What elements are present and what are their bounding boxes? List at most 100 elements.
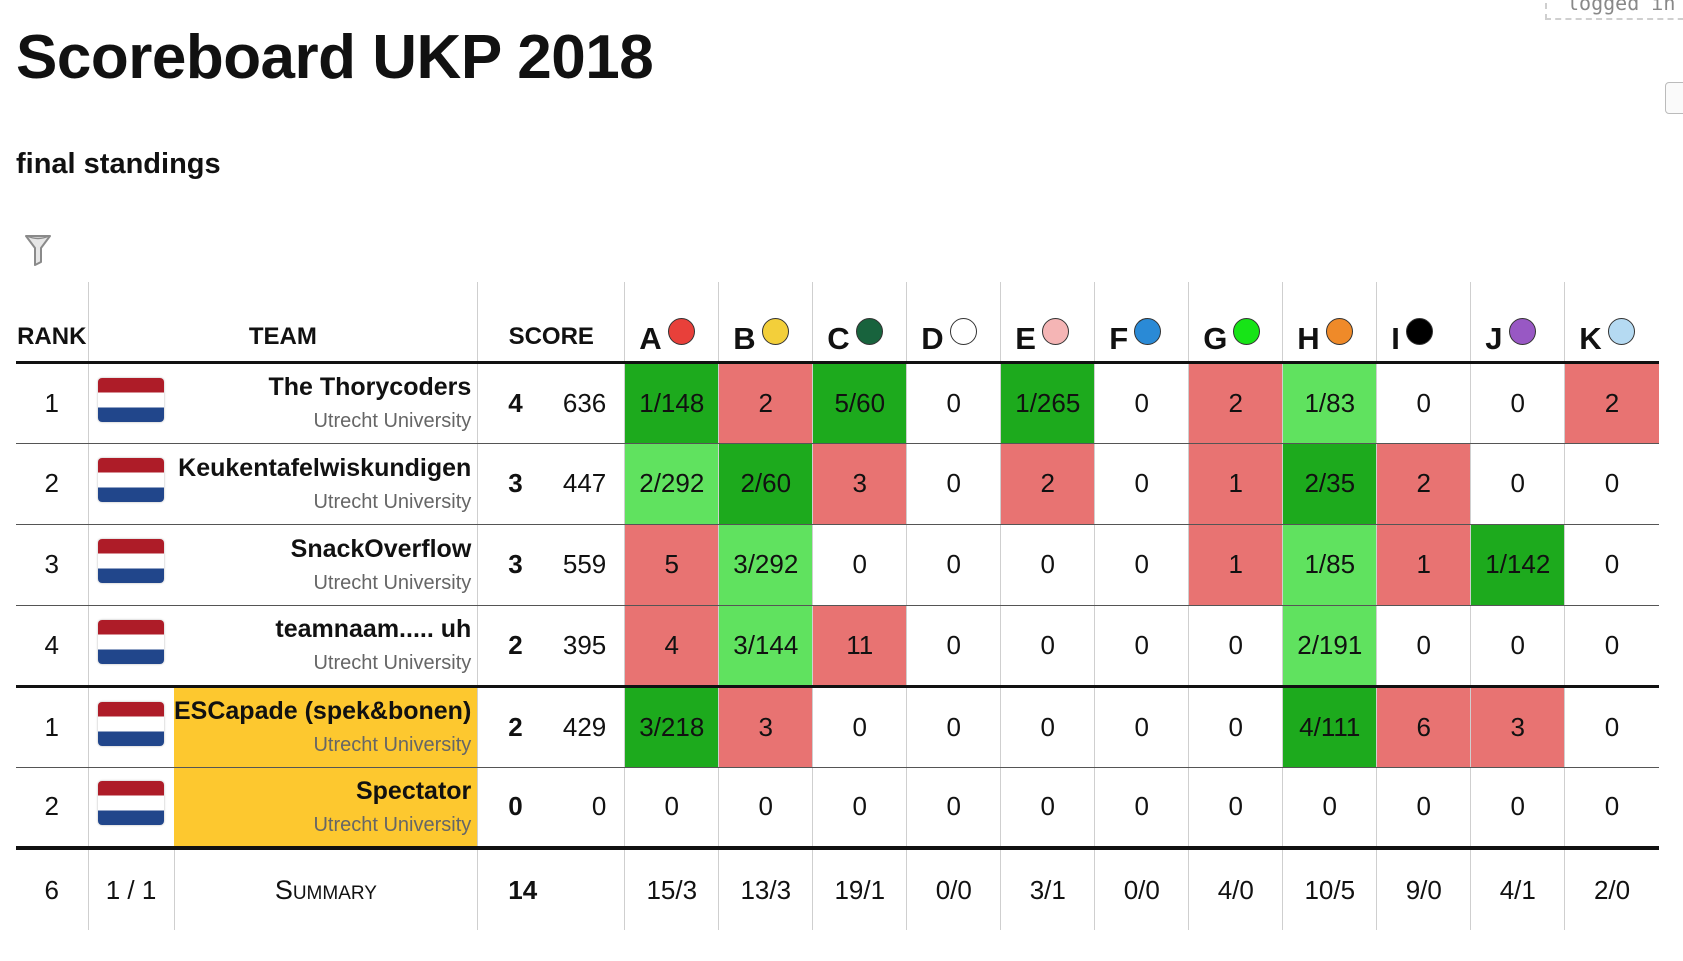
team-row[interactable]: 3 SnackOverflow Utrecht University 3 559 5 3/2…: [16, 524, 1659, 606]
team-solved: 3: [477, 443, 538, 525]
problem-header-j[interactable]: J: [1470, 282, 1565, 364]
team-cell[interactable]: Spectator Utrecht University: [174, 767, 478, 850]
problem-cell-k: 0: [1564, 605, 1659, 688]
scoreboard-table: RANK TEAM SCORE A B C D E F G H I J K 1 The Thoryco…: [16, 282, 1659, 930]
problem-cell-j: 0: [1470, 443, 1565, 525]
balloon-icon: [667, 317, 695, 345]
team-name[interactable]: Keukentafelwiskundigen: [178, 453, 472, 482]
problem-header-e[interactable]: E: [1000, 282, 1095, 364]
team-name[interactable]: Spectator: [355, 776, 472, 805]
balloon-icon: [949, 317, 977, 345]
problem-cell-a: 1/148: [624, 362, 719, 444]
problem-header-a[interactable]: A: [624, 282, 719, 364]
problem-header-i[interactable]: I: [1376, 282, 1471, 364]
team-row[interactable]: 1 ESCapade (spek&bonen) Utrecht University…: [16, 686, 1659, 768]
problem-label: D: [921, 320, 944, 356]
summary-row: 6 1 / 1 Summary 14 15/3 13/3 19/1 0/0 3/1 0/0…: [16, 848, 1659, 930]
problem-header-k[interactable]: K: [1564, 282, 1659, 364]
header-row: RANK TEAM SCORE A B C D E F G H I J K: [16, 282, 1659, 364]
problem-cell-k: 0: [1564, 524, 1659, 606]
login-status[interactable]: logged in: [1545, 0, 1683, 20]
team-cell[interactable]: teamnaam..... uh Utrecht University: [174, 605, 478, 688]
problem-cell-k: 2: [1564, 362, 1659, 444]
team-solved: 4: [477, 362, 538, 444]
problem-cell-f: 0: [1094, 524, 1189, 606]
filter-icon[interactable]: [24, 232, 52, 268]
team-cell[interactable]: The Thorycoders Utrecht University: [174, 362, 478, 444]
score-header[interactable]: SCORE: [477, 282, 625, 364]
summary-problem-k: 2/0: [1564, 848, 1659, 930]
problem-label: A: [639, 320, 662, 356]
flag-cell: [87, 362, 174, 444]
side-button[interactable]: [1665, 82, 1683, 114]
netherlands-flag-icon: [98, 539, 165, 583]
team-time: 447: [537, 443, 625, 525]
netherlands-flag-icon: [98, 619, 165, 664]
problem-cell-a: 5: [624, 524, 719, 606]
problem-cell-e: 1/265: [1000, 362, 1095, 444]
team-time: 395: [537, 605, 625, 688]
netherlands-flag-icon: [98, 781, 165, 826]
problem-cell-i: 0: [1376, 605, 1471, 688]
problem-label: K: [1579, 320, 1602, 356]
team-row[interactable]: 4 teamnaam..... uh Utrecht University 2 395 4…: [16, 605, 1659, 688]
team-row[interactable]: 2 Keukentafelwiskundigen Utrecht Universit…: [16, 443, 1659, 525]
rank-header[interactable]: RANK: [16, 282, 88, 364]
balloon-icon: [1607, 317, 1635, 345]
problem-cell-b: 0: [718, 767, 813, 850]
team-rank: 2: [16, 767, 88, 850]
problem-cell-g: 0: [1188, 686, 1283, 768]
problem-cell-c: 11: [812, 605, 907, 688]
team-affiliation: Utrecht University: [313, 734, 472, 756]
team-name[interactable]: teamnaam..... uh: [275, 615, 472, 643]
problem-cell-e: 0: [1000, 767, 1095, 850]
page-title: Scoreboard UKP 2018: [16, 23, 654, 92]
flag-cell: [87, 767, 174, 850]
team-name[interactable]: SnackOverflow: [290, 534, 472, 563]
problem-cell-h: 2/191: [1282, 605, 1377, 688]
problem-cell-g: 1: [1188, 524, 1283, 606]
problem-cell-c: 0: [812, 524, 907, 606]
problem-cell-i: 2: [1376, 443, 1471, 525]
problem-header-d[interactable]: D: [906, 282, 1001, 364]
flag-cell: [87, 524, 174, 606]
problem-cell-h: 1/83: [1282, 362, 1377, 444]
team-row[interactable]: 1 The Thorycoders Utrecht University 4 636 1/…: [16, 362, 1659, 444]
problem-cell-g: 0: [1188, 767, 1283, 850]
team-header[interactable]: TEAM: [87, 282, 478, 364]
team-cell[interactable]: SnackOverflow Utrecht University: [174, 524, 478, 606]
summary-team-count: 6: [44, 874, 59, 905]
problem-cell-f: 0: [1094, 605, 1189, 688]
problem-header-f[interactable]: F: [1094, 282, 1189, 364]
problem-cell-c: 5/60: [812, 362, 907, 444]
problem-cell-g: 2: [1188, 362, 1283, 444]
problem-header-c[interactable]: C: [812, 282, 907, 364]
team-rank: 3: [16, 524, 88, 606]
problem-header-h[interactable]: H: [1282, 282, 1377, 364]
problem-cell-j: 0: [1470, 605, 1565, 688]
team-cell[interactable]: ESCapade (spek&bonen) Utrecht University: [174, 686, 478, 768]
problem-cell-b: 2: [718, 362, 813, 444]
problem-cell-e: 0: [1000, 605, 1095, 688]
team-affiliation: Utrecht University: [313, 410, 472, 432]
team-name[interactable]: The Thorycoders: [268, 373, 472, 401]
problem-cell-b: 3/292: [718, 524, 813, 606]
summary-problem-a: 15/3: [624, 848, 719, 930]
problem-cell-b: 3: [718, 686, 813, 768]
team-solved: 3: [477, 524, 538, 606]
problem-cell-h: 1/85: [1282, 524, 1377, 606]
problem-cell-a: 2/292: [624, 443, 719, 525]
problem-cell-i: 1: [1376, 524, 1471, 606]
netherlands-flag-icon: [98, 701, 165, 746]
team-cell[interactable]: Keukentafelwiskundigen Utrecht University: [174, 443, 478, 525]
problem-cell-d: 0: [906, 767, 1001, 850]
team-affiliation: Utrecht University: [313, 652, 472, 674]
page-subtitle: final standings: [16, 148, 221, 180]
problem-label: C: [827, 320, 850, 356]
team-name[interactable]: ESCapade (spek&bonen): [174, 697, 472, 725]
balloon-icon: [1325, 317, 1353, 345]
team-row[interactable]: 2 Spectator Utrecht University 0 0 0 0 0 0 0 0 0 0 0 0…: [16, 767, 1659, 850]
problem-header-b[interactable]: B: [718, 282, 813, 364]
problem-header-g[interactable]: G: [1188, 282, 1283, 364]
team-time: 0: [537, 767, 625, 850]
